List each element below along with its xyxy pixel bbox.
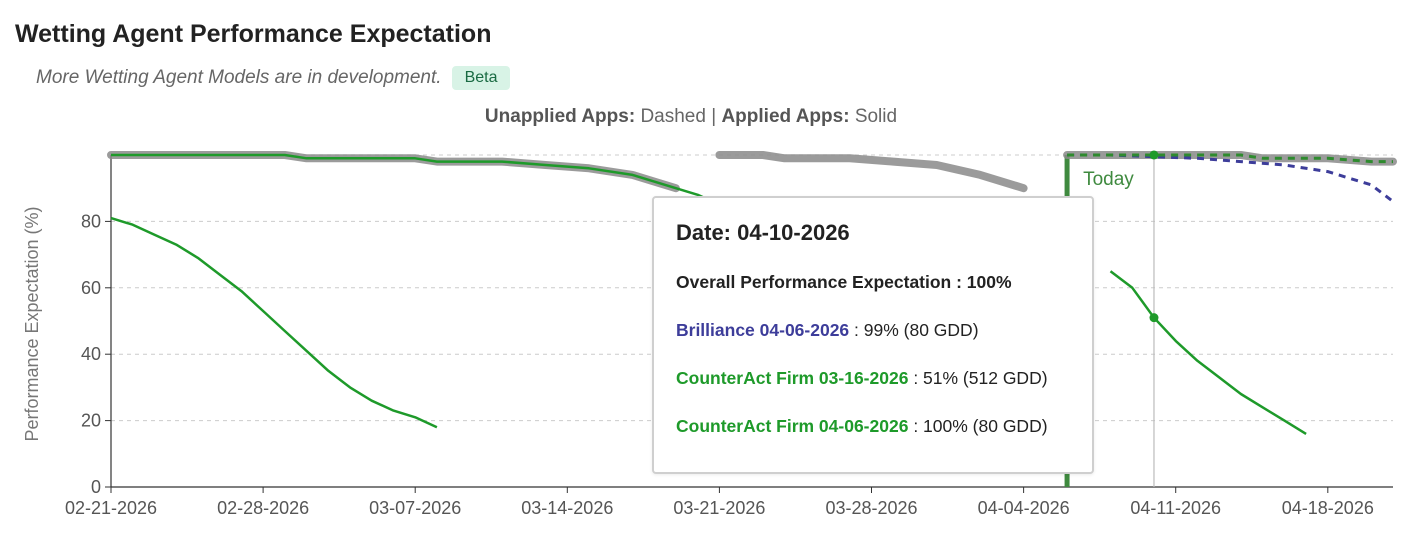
applied-label: Applied Apps:	[721, 106, 850, 127]
legend-separator: |	[711, 106, 717, 127]
y-tick-label: 80	[81, 211, 101, 231]
unapplied-style: Dashed	[640, 106, 706, 127]
x-tick-label: 02-21-2026	[65, 498, 157, 518]
tooltip-date: Date: 04-10-2026	[676, 220, 850, 245]
y-axis-label: Performance Expectation (%)	[22, 206, 42, 441]
tooltip-overall: Overall Performance Expectation : 100%	[676, 272, 1012, 292]
hover-point	[1149, 150, 1159, 160]
hover-tooltip: Date: 04-10-2026 Overall Performance Exp…	[652, 196, 1094, 474]
unapplied-label: Unapplied Apps:	[484, 106, 636, 127]
series-line-2	[110, 216, 438, 429]
tooltip-row-brilliance: Brilliance 04-06-2026 : 99% (80 GDD)	[676, 320, 1070, 341]
y-tick-label: 0	[91, 477, 101, 497]
today-label: Today	[1083, 169, 1134, 190]
subtitle-row: More Wetting Agent Models are in develop…	[36, 66, 511, 90]
x-tick-label: 03-07-2026	[369, 498, 461, 518]
tooltip-row-value: : 51% (512 GDD)	[908, 368, 1048, 388]
applied-style: Solid	[854, 106, 898, 127]
y-tick-label: 20	[81, 411, 101, 431]
x-tick-label: 03-14-2026	[521, 498, 613, 518]
tooltip-row-value: : 100% (80 GDD)	[908, 416, 1048, 436]
tooltip-row-name: CounterAct Firm 04-06-2026	[676, 416, 909, 436]
x-tick-label: 04-11-2026	[1130, 498, 1221, 518]
x-tick-label: 03-28-2026	[825, 498, 917, 518]
x-tick-label: 03-21-2026	[673, 498, 765, 518]
series-line-3	[111, 153, 1307, 435]
tooltip-row-value: : 99% (80 GDD)	[849, 320, 979, 340]
x-tick-label: 04-18-2026	[1282, 498, 1374, 518]
tooltip-row-name: Brilliance 04-06-2026	[676, 320, 850, 340]
tooltip-row-counteract-0316: CounterAct Firm 03-16-2026 : 51% (512 GD…	[676, 368, 1070, 389]
x-tick-label: 04-04-2026	[978, 498, 1070, 518]
chart-title: Wetting Agent Performance Expectation	[15, 20, 492, 48]
tooltip-row-counteract-0406: CounterAct Firm 04-06-2026 : 100% (80 GD…	[676, 416, 1070, 437]
line-style-legend: Unapplied Apps: Dashed | Applied Apps: S…	[0, 106, 1382, 128]
beta-badge: Beta	[451, 66, 511, 90]
hover-point	[1149, 313, 1159, 323]
tooltip-row-name: CounterAct Firm 03-16-2026	[676, 368, 909, 388]
x-tick-label: 02-28-2026	[217, 498, 309, 518]
y-tick-label: 60	[81, 278, 101, 298]
subtitle: More Wetting Agent Models are in develop…	[36, 67, 442, 88]
y-tick-label: 40	[81, 344, 101, 364]
series-line-4	[1067, 153, 1393, 164]
